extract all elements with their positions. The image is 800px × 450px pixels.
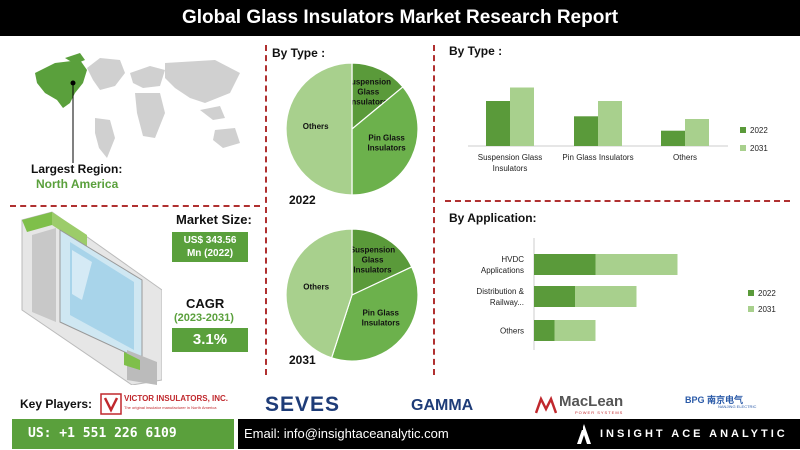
pie-slice <box>351 86 419 196</box>
market-size-badge: US$ 343.56 Mn (2022) <box>172 232 248 262</box>
insight-ace-logo-icon <box>577 424 591 444</box>
application-section-title: By Application: <box>449 211 537 225</box>
pie-slice-label: Others <box>303 122 329 131</box>
bar <box>554 320 596 341</box>
market-size-value-line2: Mn (2022) <box>186 248 234 259</box>
pie-year-2031: 2031 <box>289 353 316 367</box>
bar <box>661 130 685 146</box>
bar <box>575 286 637 307</box>
victor-logo: VICTOR INSULATORS, INC. The original ins… <box>100 393 228 415</box>
svg-text:Applications: Applications <box>481 266 524 275</box>
legend-label: 2022 <box>750 126 768 135</box>
pie-slice <box>285 228 353 359</box>
bar <box>510 87 534 146</box>
svg-text:Insulators: Insulators <box>349 97 388 106</box>
market-size-label: Market Size: <box>176 212 252 227</box>
pie-section-title: By Type : <box>272 46 326 60</box>
bar <box>595 254 678 275</box>
cagr-period: (2023-2031) <box>174 312 234 324</box>
pie-slice-label: Others <box>303 282 329 291</box>
bar-chart-by-application: HVDC Applications Distribution & Railway...… <box>476 238 776 350</box>
x-tick-label: Pin Glass Insulators <box>562 153 633 162</box>
divider <box>445 200 790 202</box>
window-frame-illustration <box>21 211 162 385</box>
svg-text:Others: Others <box>673 153 697 162</box>
x-tick-label: Others <box>673 153 697 162</box>
pie-slice <box>330 266 419 362</box>
divider <box>10 205 260 207</box>
svg-text:Others: Others <box>303 282 329 291</box>
x-tick-label: Suspension Glass Insulators <box>478 153 542 173</box>
legend-label: 2022 <box>758 289 776 298</box>
svg-text:Suspension Glass: Suspension Glass <box>478 153 542 162</box>
bar <box>534 320 555 341</box>
svg-text:Suspension: Suspension <box>350 246 395 255</box>
svg-text:Insulators: Insulators <box>493 164 528 173</box>
y-tick-label: Others <box>500 327 524 336</box>
divider <box>265 45 267 375</box>
contact-bar: Email: info@insightaceanalytic.com INSIG… <box>238 419 800 449</box>
largest-region-label: Largest Region: <box>31 162 123 176</box>
svg-text:Others: Others <box>303 122 329 131</box>
phone-bar: US: +1 551 226 6109 <box>12 419 234 449</box>
pie-slice <box>351 228 413 296</box>
phone-number[interactable]: US: +1 551 226 6109 <box>28 426 177 441</box>
legend-swatch <box>740 145 746 151</box>
seves-logo: SEVES <box>265 393 341 416</box>
world-map <box>35 53 240 163</box>
svg-text:Railway...: Railway... <box>490 298 524 307</box>
svg-text:Glass: Glass <box>357 87 379 96</box>
y-tick-label: HVDC Applications <box>481 255 524 275</box>
legend-swatch <box>748 306 754 312</box>
pie-slice <box>285 62 353 196</box>
svg-text:Pin Glass Insulators: Pin Glass Insulators <box>562 153 633 162</box>
bar <box>534 286 575 307</box>
bar <box>685 119 709 146</box>
victor-v-icon <box>100 393 122 415</box>
legend-swatch <box>740 127 746 133</box>
legend-label: 2031 <box>758 305 776 314</box>
bar <box>486 101 510 146</box>
bar <box>598 101 622 146</box>
svg-text:Distribution &: Distribution & <box>476 287 524 296</box>
svg-text:Insulators: Insulators <box>362 318 401 327</box>
y-tick-label: Distribution & Railway... <box>476 287 524 307</box>
cagr-value: 3.1% <box>172 328 248 352</box>
svg-text:Suspension: Suspension <box>346 77 391 86</box>
email-address[interactable]: Email: info@insightaceanalytic.com <box>244 426 449 441</box>
bar-chart-by-type: Suspension Glass Insulators Pin Glass Insu… <box>468 87 768 173</box>
nanjing-electric-logo: BPG 南京电气 NANJING ELECTRIC <box>685 395 757 409</box>
cagr-label: CAGR <box>186 296 225 311</box>
bar <box>574 116 598 146</box>
maclean-logo: MacLean POWER SYSTEMS <box>535 393 635 417</box>
maclean-mark-icon <box>535 395 557 414</box>
svg-text:Pin Glass: Pin Glass <box>362 308 399 317</box>
brand-name: INSIGHT ACE ANALYTIC <box>600 428 788 440</box>
svg-text:Pin Glass: Pin Glass <box>368 133 405 142</box>
page-title: Global Glass Insulators Market Research … <box>0 0 800 36</box>
legend-label: 2031 <box>750 144 768 153</box>
svg-text:Insulators: Insulators <box>368 143 407 152</box>
svg-text:HVDC: HVDC <box>501 255 524 264</box>
bar <box>534 254 596 275</box>
pie-year-2022: 2022 <box>289 193 316 207</box>
largest-region-value: North America <box>36 177 119 191</box>
bar-section-title: By Type : <box>449 44 503 58</box>
svg-text:Insulators: Insulators <box>353 266 392 275</box>
market-size-value-line1: US$ 343.56 <box>183 235 237 246</box>
pie-slice <box>351 62 404 131</box>
divider <box>433 45 435 375</box>
svg-text:Others: Others <box>500 327 524 336</box>
key-players-label: Key Players: <box>20 397 93 411</box>
gamma-logo: GAMMA <box>411 397 474 414</box>
legend-swatch <box>748 290 754 296</box>
svg-text:Glass: Glass <box>362 256 384 265</box>
